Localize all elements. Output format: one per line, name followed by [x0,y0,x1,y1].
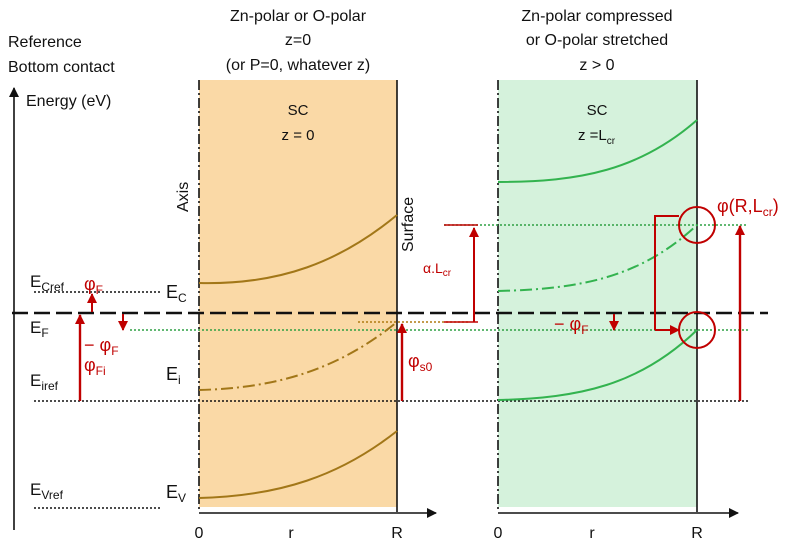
evref-main: E [30,480,41,499]
right-panel-z-main: z =L [578,127,607,144]
evref-sub: Vref [41,488,63,502]
circle-connector [654,215,679,330]
ef-label: EF [30,318,49,340]
phi-f-sub: F [96,283,103,297]
phi-rl-main: φ(R,L [717,196,763,216]
right-tick-r: r [589,525,595,542]
circle-top [678,206,716,244]
alpha-l-main: α.L [423,260,443,276]
energy-axis-title: Energy (eV) [26,93,111,110]
mid-panel-z: z = 0 [282,127,315,144]
phi-s0-main: φ [408,351,420,371]
minus-phi-f2-label: − φF [554,314,589,337]
ef-sub: F [41,326,48,340]
mid-ec-band [198,214,398,285]
phi-f-label: φF [84,274,103,297]
right-ei-band [497,224,698,292]
right-panel-z-sub: cr [607,136,616,147]
phi-fi-main: φ [84,355,96,375]
header-right-2: or O-polar stretched [526,32,668,49]
phi-fi-label: φFi [84,355,106,378]
header-left-1: Reference [8,34,82,51]
header-left-2: Bottom contact [8,59,115,76]
mid-panel-fill [199,80,397,507]
ei-label-main: E [166,364,178,384]
header-mid-2: z=0 [285,32,311,49]
header-mid-1: Zn-polar or O-polar [230,8,367,25]
alpha-l-sub: cr [443,268,452,279]
right-panel-z: z =Lcr [578,127,616,147]
header-right-3: z > 0 [579,57,614,74]
mid-panel-title: SC [288,102,309,119]
ei-label-sub: i [178,373,181,387]
phi-fi-sub: Fi [96,364,106,378]
minus-phi-f2-main: − φ [554,314,581,334]
ev-label-main: E [166,482,178,502]
right-ec-band [497,119,698,183]
right-panel-fill [498,80,697,507]
phi-f-main: φ [84,274,96,294]
ec-label-main: E [166,282,178,302]
phi-rl-label: φ(R,Lcr) [717,196,779,219]
mid-tick-r: r [288,525,294,542]
minus-phi-f-sub: F [111,344,118,358]
alpha-l-label: α.Lcr [423,260,452,279]
phi-s0-sub: s0 [420,360,433,374]
evref-label: EVref [30,480,64,502]
minus-phi-f2-sub: F [581,323,588,337]
eiref-main: E [30,371,41,390]
mid-ei-band [198,321,398,391]
ef-main: E [30,318,41,337]
ecref-sub: Cref [41,280,64,294]
right-tick-0: 0 [494,525,503,542]
phi-rl-close: ) [773,196,779,216]
ec-label: EC [166,282,187,305]
header-mid-3: (or P=0, whatever z) [226,57,371,74]
right-tick-R: R [691,525,703,542]
eiref-sub: iref [41,379,58,393]
mid-tick-R: R [391,525,403,542]
right-panel-title: SC [587,102,608,119]
ev-label-sub: V [178,491,186,505]
eiref-label: Eiref [30,371,59,393]
surface-rotated-label: Surface [400,197,417,252]
ev-label: EV [166,482,186,505]
right-ev-band [497,329,698,401]
mid-tick-0: 0 [195,525,204,542]
minus-phi-f-label: − φF [84,335,119,358]
phi-s0-label: φs0 [408,351,433,374]
ec-label-sub: C [178,291,187,305]
ecref-main: E [30,272,41,291]
mid-ev-band [198,430,398,499]
ecref-label: ECref [30,272,65,294]
header-right-1: Zn-polar compressed [521,8,672,25]
axis-rotated-label: Axis [175,182,192,212]
ei-label: Ei [166,364,181,387]
phi-rl-sub: cr [763,205,773,219]
minus-phi-f-main: − φ [84,335,111,355]
